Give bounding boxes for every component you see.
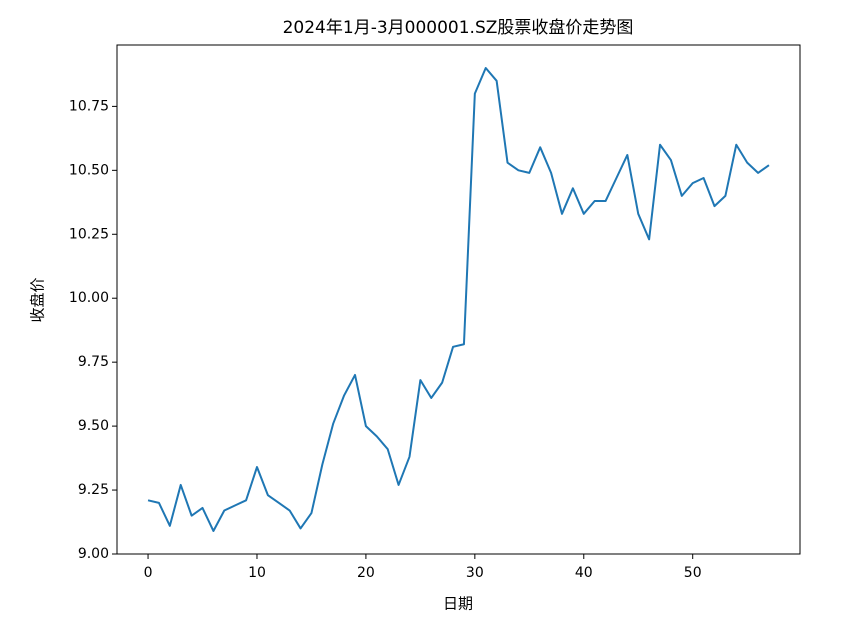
- y-axis-label: 收盘价: [29, 277, 47, 322]
- x-tick-label: 10: [248, 565, 266, 581]
- y-tick-label: 9.00: [78, 546, 109, 562]
- y-tick-label: 9.75: [78, 354, 109, 370]
- plot-frame: [116, 44, 801, 555]
- x-tick-label: 50: [684, 565, 702, 581]
- line: [147, 67, 770, 532]
- chart-title: 2024年1月-3月000001.SZ股票收盘价走势图: [283, 18, 634, 38]
- y-tick-label: 10.25: [69, 226, 109, 242]
- y-tick-label: 9.25: [78, 482, 109, 498]
- x-axis-label: 日期: [443, 595, 473, 613]
- x-tick-label: 0: [144, 565, 153, 581]
- y-tick-label: 9.50: [78, 418, 109, 434]
- y-tick-label: 10.50: [69, 162, 109, 178]
- x-tick-label: 30: [466, 565, 484, 581]
- y-tick-label: 10.75: [69, 98, 109, 114]
- y-tick-label: 10.00: [69, 290, 109, 306]
- x-tick-label: 20: [357, 565, 375, 581]
- x-tick-label: 40: [575, 565, 593, 581]
